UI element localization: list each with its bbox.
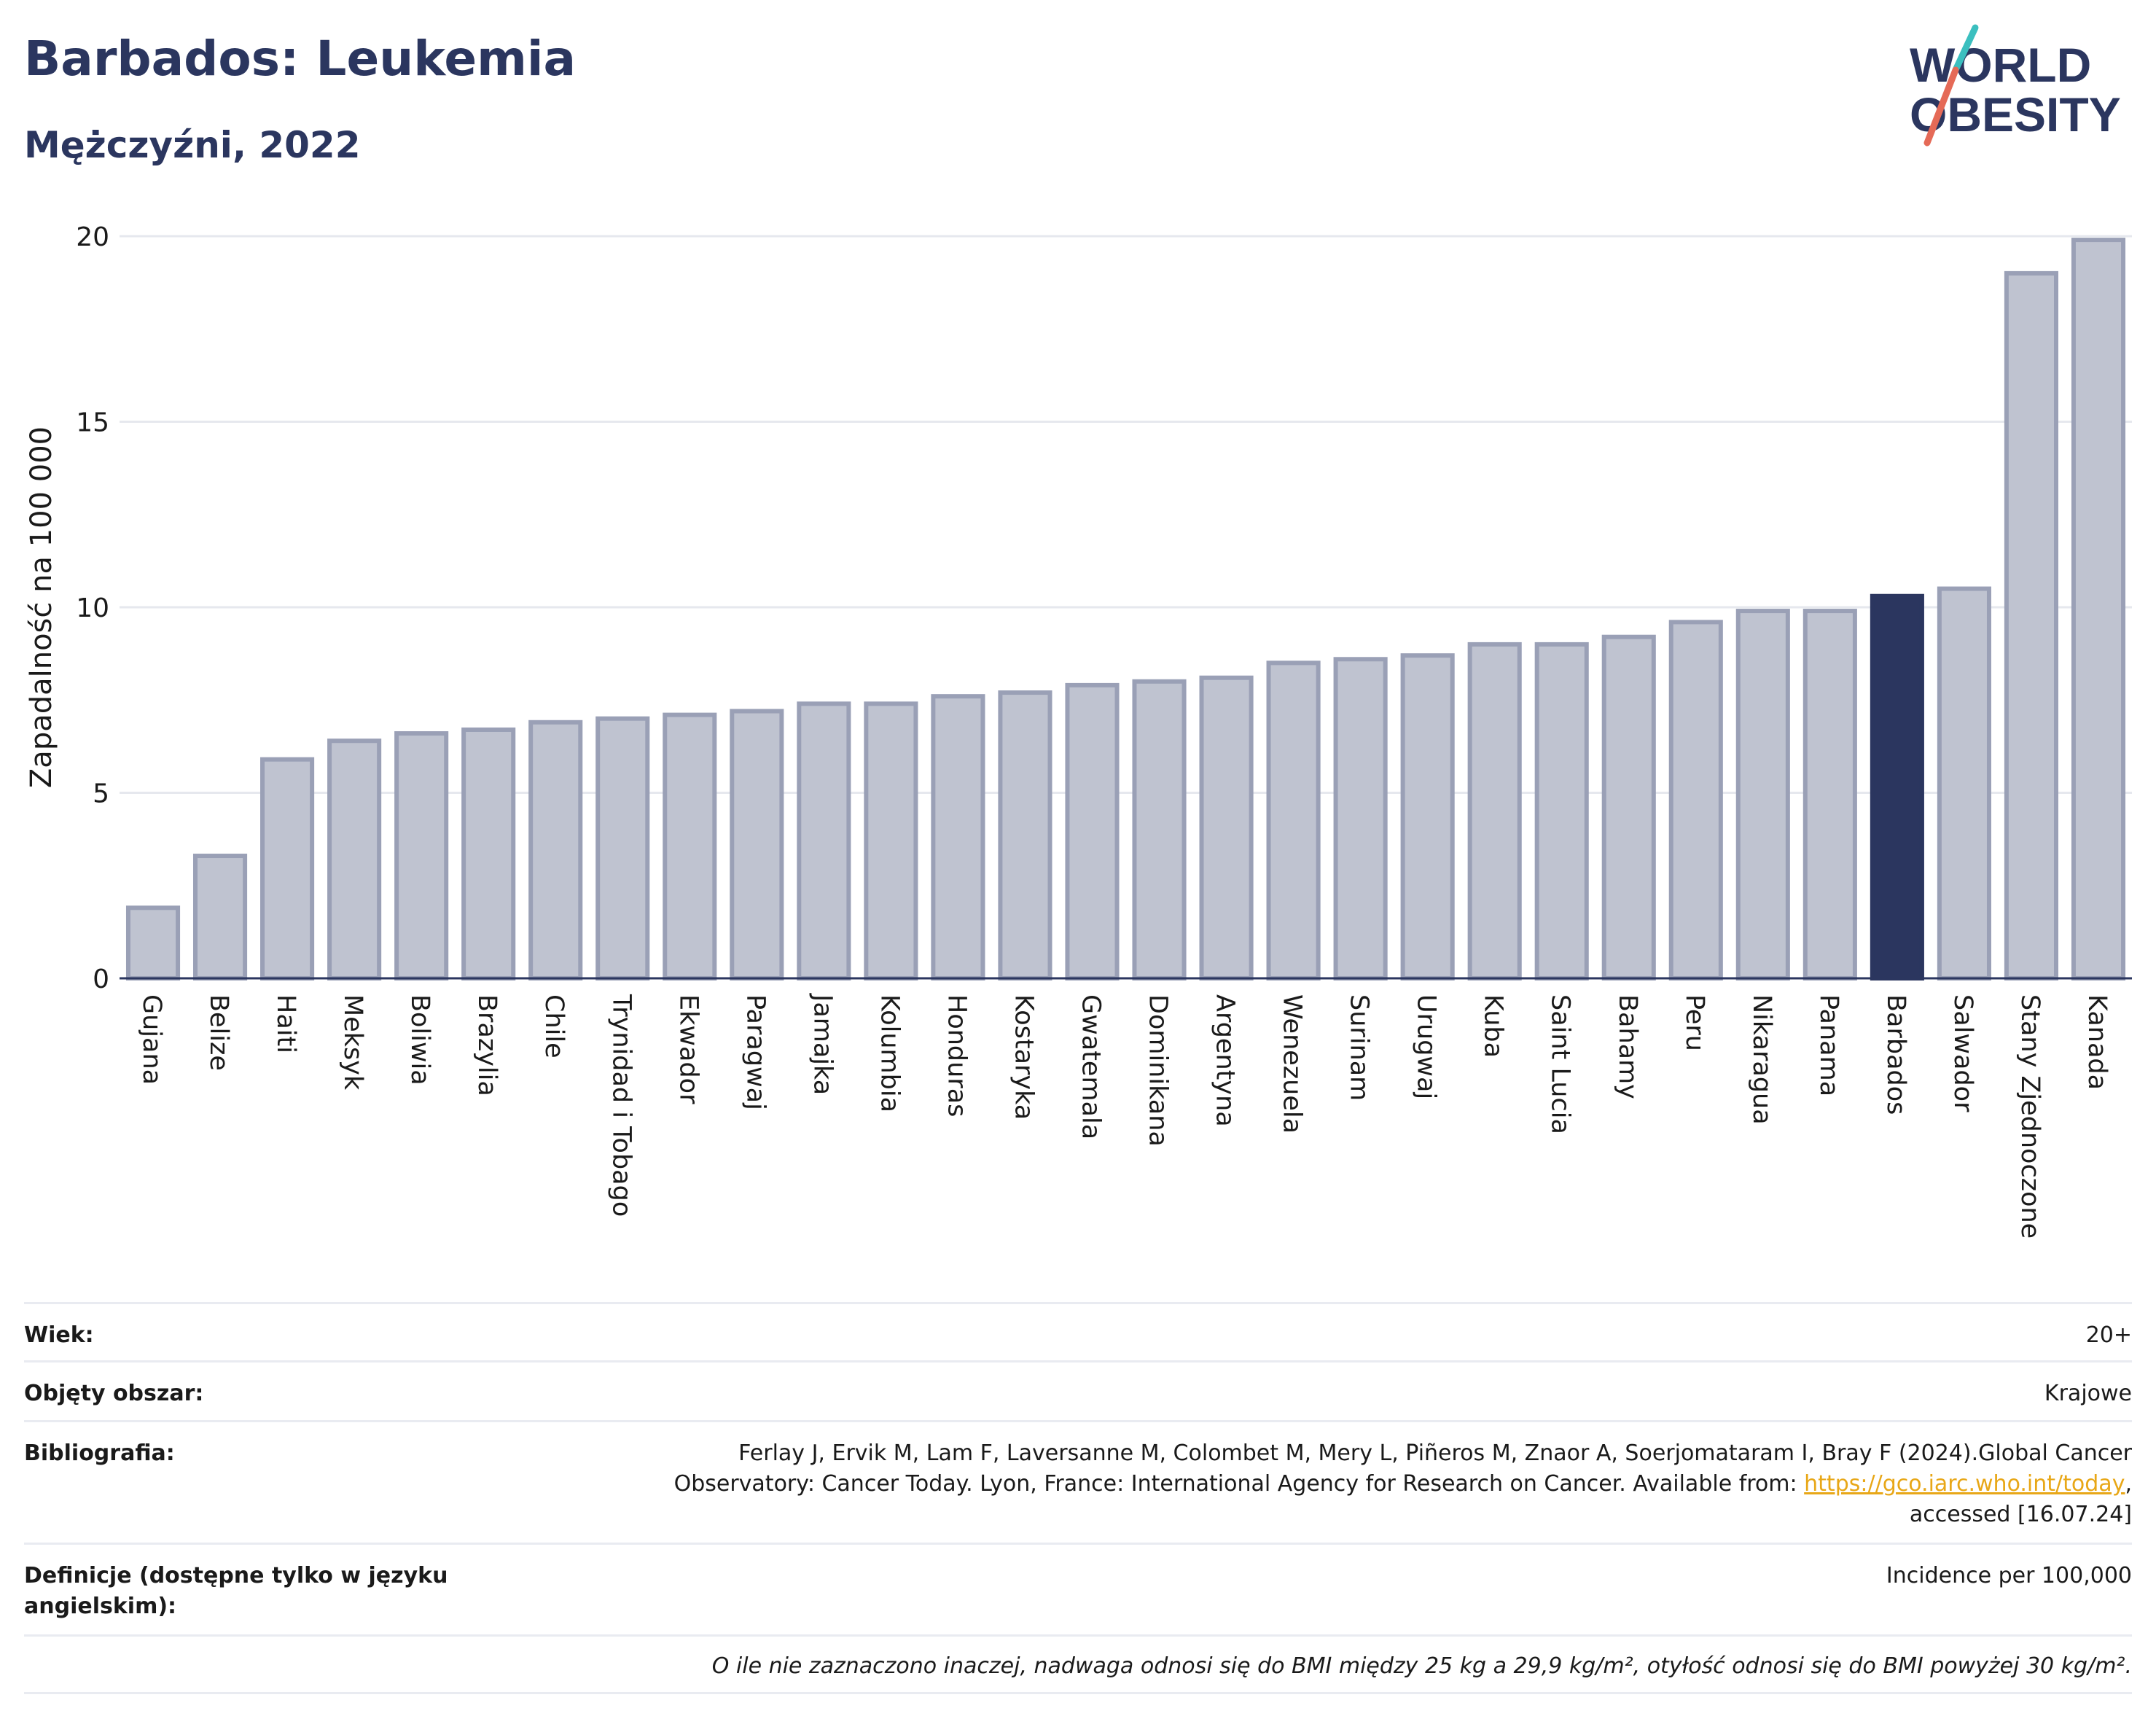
x-tick-label: Kolumbia: [875, 994, 904, 1112]
bar-kostaryka: [998, 690, 1052, 980]
bar-surinam: [1333, 657, 1388, 980]
age-value: 20+: [2085, 1322, 2132, 1348]
bar-brazylia: [461, 727, 516, 980]
x-axis-ticks: Gujana Belize Haiti Meksyk Boliwia Brazylia Ch…: [137, 993, 2112, 1239]
y-tick-label: 10: [76, 593, 109, 623]
bibliography-value: Ferlay J, Ervik M, Lam F, Laversanne M, …: [491, 1438, 2132, 1543]
bar-boliwia: [394, 731, 449, 980]
x-tick-label: Barbados: [1881, 994, 1910, 1115]
x-tick-label: Kanada: [2082, 994, 2112, 1090]
bar-bahamy: [1601, 634, 1656, 980]
x-tick-label: Surinam: [1345, 994, 1374, 1101]
bar-kanada: [2071, 238, 2126, 980]
bar-belize: [192, 854, 248, 981]
y-axis-ticks: 0 5 10 15 20: [76, 222, 109, 994]
bar-barbados: [1870, 593, 1924, 980]
x-tick-label: Peru: [1680, 994, 1709, 1051]
x-tick-label: Urugwaj: [1412, 994, 1441, 1099]
chart-title: Barbados: Leukemia: [24, 31, 577, 87]
bibliography-line-2: Observatory: Cancer Today. Lyon, France:…: [673, 1471, 1805, 1497]
logo-slash-bottom: [1923, 66, 1959, 147]
y-tick-label: 0: [93, 964, 109, 994]
chart-subtitle: Mężczyźni, 2022: [24, 124, 361, 166]
bar-stany-zjednoczone: [2004, 270, 2059, 980]
bibliography-link[interactable]: https://gco.iarc.who.int/today: [1804, 1471, 2125, 1497]
y-tick-label: 15: [76, 408, 109, 438]
bar-haiti: [260, 757, 315, 980]
x-tick-label: Salwador: [1948, 994, 1977, 1112]
x-tick-label: Paragwaj: [741, 994, 770, 1110]
x-tick-label: Jamajka: [808, 993, 837, 1095]
info-row-age: Wiek: 20+: [24, 1302, 2132, 1360]
bars: [125, 238, 2126, 981]
bar-peru: [1668, 620, 1723, 980]
x-tick-label: Gujana: [137, 994, 166, 1085]
x-tick-label: Trynidad i Tobago: [606, 994, 636, 1217]
bar-urugwaj: [1400, 653, 1455, 980]
bar-nikaragua: [1735, 609, 1790, 981]
bar-ekwador: [663, 712, 717, 980]
bar-panama: [1802, 609, 1857, 981]
bibliography-line-3: accessed [16.07.24]: [1909, 1502, 2132, 1527]
x-tick-label: Meksyk: [338, 994, 367, 1091]
x-tick-label: Nikaragua: [1747, 994, 1776, 1125]
x-tick-label: Kostaryka: [1009, 994, 1038, 1120]
bar-kuba: [1467, 642, 1522, 981]
info-row-note: O ile nie zaznaczono inaczej, nadwaga od…: [24, 1634, 2132, 1694]
logo-slash-top: [1952, 24, 1979, 74]
y-tick-label: 20: [76, 222, 109, 252]
x-tick-label: Bahamy: [1613, 994, 1642, 1099]
bar-honduras: [931, 694, 985, 980]
coverage-label: Objęty obszar:: [24, 1381, 204, 1406]
grid-lines: [120, 235, 2132, 794]
x-tick-label: Stany Zjednoczone: [2015, 994, 2044, 1239]
info-row-definitions: Definicje (dostępne tylko w języku angie…: [24, 1543, 2132, 1634]
bar-gujana: [125, 905, 181, 980]
x-tick-label: Boliwia: [405, 994, 434, 1085]
info-row-bibliography: Bibliografia: Ferlay J, Ervik M, Lam F, …: [24, 1420, 2132, 1543]
bar-chart: 0 5 10 15 20 Gujana Belize Haiti Meksyk Boliwia B…: [25, 222, 2132, 1239]
y-axis-label: Zapadalność na 100 000: [25, 426, 58, 788]
definitions-value: Incidence per 100,000: [1886, 1563, 2132, 1588]
x-tick-label: Honduras: [942, 994, 971, 1117]
bar-gwatemala: [1065, 682, 1120, 980]
info-row-coverage: Objęty obszar: Krajowe: [24, 1360, 2132, 1420]
definitions-label: Definicje (dostępne tylko w języku angie…: [24, 1563, 448, 1619]
bibliography-line-1: Ferlay J, Ervik M, Lam F, Laversanne M, …: [738, 1440, 2132, 1466]
x-tick-label: Panama: [1814, 994, 1843, 1096]
bar-chile: [528, 720, 583, 980]
bar-paragwaj: [730, 709, 784, 981]
bibliography-label: Bibliografia:: [24, 1440, 175, 1466]
x-tick-label: Kuba: [1479, 994, 1508, 1058]
x-tick-label: Haiti: [271, 994, 300, 1053]
x-tick-label: Gwatemala: [1076, 994, 1105, 1139]
bar-saint-lucia: [1534, 642, 1589, 981]
bar-salwador: [1937, 586, 1991, 980]
bar-argentyna: [1199, 675, 1254, 981]
world-obesity-logo: WORLD OBESITY: [1910, 24, 2121, 147]
x-tick-label: Argentyna: [1211, 994, 1240, 1127]
bar-kolumbia: [864, 701, 918, 981]
x-tick-label: Ekwador: [673, 994, 703, 1104]
bar-wenezuela: [1266, 660, 1321, 980]
x-tick-label: Brazylia: [472, 994, 501, 1096]
bibliography-comma: ,: [2125, 1471, 2132, 1497]
age-label: Wiek:: [24, 1322, 94, 1348]
coverage-value: Krajowe: [2044, 1381, 2132, 1406]
obesity-definition-note: O ile nie zaznaczono inaczej, nadwaga od…: [711, 1653, 2132, 1679]
info-table: Wiek: 20+ Objęty obszar: Krajowe Bibliog…: [24, 1302, 2132, 1694]
x-tick-label: Wenezuela: [1278, 994, 1307, 1134]
logo-text-world: WORLD: [1910, 38, 2091, 92]
bar-jamajka: [797, 701, 851, 981]
x-tick-label: Dominikana: [1144, 994, 1173, 1147]
x-tick-label: Saint Lucia: [1546, 994, 1575, 1134]
bar-dominikana: [1132, 679, 1187, 980]
bar-trynidad-i-tobago: [595, 716, 650, 980]
x-tick-label: Belize: [204, 994, 233, 1071]
bar-meksyk: [327, 738, 382, 980]
x-tick-label: Chile: [539, 994, 569, 1058]
y-tick-label: 5: [93, 779, 109, 809]
